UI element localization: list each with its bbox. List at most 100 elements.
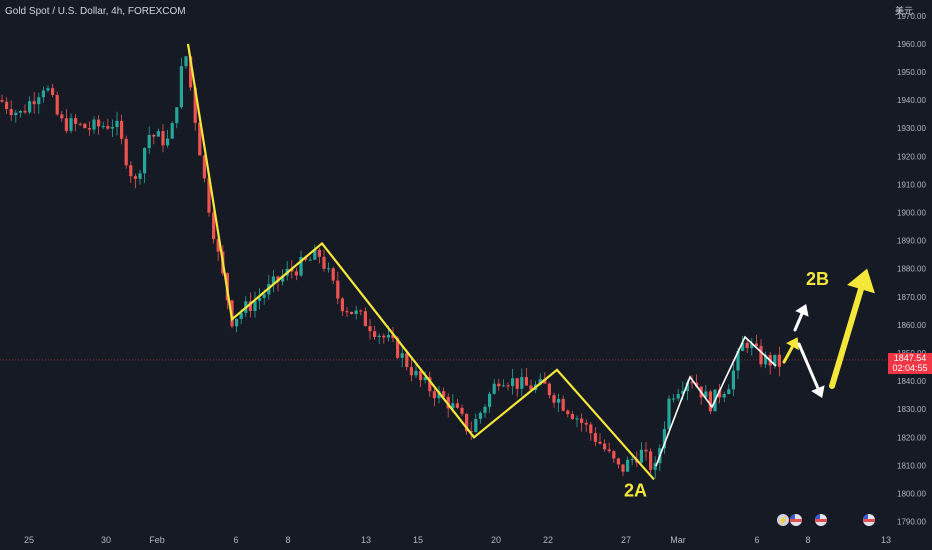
candle-body	[598, 441, 602, 444]
candle-body	[354, 310, 358, 314]
candle-body	[179, 66, 183, 108]
candle-body	[253, 300, 257, 311]
candle-body	[492, 383, 496, 394]
candle-body	[662, 429, 666, 449]
candle-body	[428, 377, 432, 392]
candle-body	[239, 312, 243, 319]
candle-body	[488, 393, 492, 407]
candle-body	[446, 396, 450, 409]
lightning-icon[interactable]: ⚡	[777, 514, 789, 526]
candle-body	[704, 391, 708, 398]
candle-body	[322, 256, 326, 269]
x-tick-label: Feb	[149, 535, 165, 545]
current-price-tag: 1847.54 02:04:55	[888, 353, 932, 374]
wave-line	[186, 43, 655, 481]
candle-body	[575, 418, 579, 420]
candle-body	[46, 88, 50, 91]
candle-body	[414, 370, 418, 376]
candle-body	[0, 100, 4, 102]
candle-body	[750, 343, 754, 349]
candle-body	[28, 101, 32, 113]
up-arrow-large-yellow-head	[847, 268, 875, 294]
currency-label: 美元	[895, 6, 914, 16]
candle-body	[138, 173, 142, 179]
candle-body	[110, 127, 114, 129]
candle-body	[557, 398, 561, 403]
x-tick-label: 6	[754, 535, 759, 545]
candle-body	[681, 390, 685, 394]
candle-body	[520, 376, 524, 389]
y-tick-label: 1830.00	[897, 405, 926, 414]
candle-body	[529, 385, 533, 390]
y-tick-label: 1900.00	[897, 209, 926, 218]
y-tick-label: 1910.00	[897, 180, 926, 189]
candle-body	[345, 311, 349, 313]
candle-body	[653, 463, 657, 470]
candle-body	[708, 391, 712, 412]
candle-body	[584, 422, 588, 425]
candle-body	[87, 128, 91, 130]
candle-body	[630, 459, 634, 461]
candle-body	[101, 126, 105, 128]
candle-body	[396, 338, 400, 358]
candle-body	[78, 123, 82, 125]
us-flag-icon[interactable]	[815, 514, 827, 526]
candle-body	[336, 280, 340, 299]
candle-body	[695, 382, 699, 387]
candle-body	[593, 433, 597, 442]
candle-body	[511, 378, 515, 387]
candle-body	[23, 111, 27, 113]
candle-body	[350, 311, 354, 314]
candle-body	[727, 389, 731, 395]
y-tick-label: 1920.00	[897, 152, 926, 161]
down-arrow-white	[797, 342, 822, 395]
candle-body	[478, 412, 482, 419]
candle-body	[515, 378, 519, 389]
candle-body	[97, 119, 101, 127]
y-tick-label: 1840.00	[897, 377, 926, 386]
y-tick-label: 1890.00	[897, 237, 926, 246]
x-tick-label: Mar	[670, 535, 686, 545]
candle-body	[731, 370, 735, 390]
candle-body	[612, 451, 616, 459]
candle-body	[92, 119, 96, 130]
candle-body	[143, 148, 147, 174]
candle-body	[18, 111, 22, 113]
candle-body	[754, 343, 758, 347]
y-tick-label: 1940.00	[897, 96, 926, 105]
candle-body	[483, 406, 487, 413]
candle-body	[37, 97, 41, 105]
candle-body	[607, 449, 611, 452]
candle-body	[409, 367, 413, 376]
current-price: 1847.54	[893, 353, 927, 363]
candle-body	[561, 398, 565, 411]
y-tick-label: 1790.00	[897, 518, 926, 527]
y-tick-label: 1880.00	[897, 265, 926, 274]
candle-body	[299, 257, 303, 276]
candle-body	[400, 353, 404, 358]
candle-body	[644, 449, 648, 452]
candle-body	[9, 109, 13, 116]
candle-body	[248, 301, 252, 311]
candle-body	[386, 334, 390, 338]
candle-body	[313, 249, 317, 260]
y-tick-label: 1820.00	[897, 433, 926, 442]
candle-body	[368, 326, 372, 332]
candle-body	[419, 370, 423, 381]
candle-body	[377, 335, 381, 337]
candle-body	[649, 451, 653, 470]
us-flag-icon[interactable]	[790, 514, 802, 526]
candle-body	[166, 138, 170, 146]
candle-body	[432, 391, 436, 399]
us-flag-icon[interactable]	[863, 514, 875, 526]
candle-body	[506, 385, 510, 387]
y-tick-label: 1960.00	[897, 40, 926, 49]
chart-title: Gold Spot / U.S. Dollar, 4h, FOREXCOM	[5, 6, 186, 17]
x-tick-label: 8	[805, 535, 810, 545]
up-arrow-white-head	[795, 304, 809, 317]
candle-body	[106, 126, 110, 129]
candle-body	[69, 118, 73, 131]
candle-body	[465, 413, 469, 432]
candle-body	[152, 135, 156, 137]
